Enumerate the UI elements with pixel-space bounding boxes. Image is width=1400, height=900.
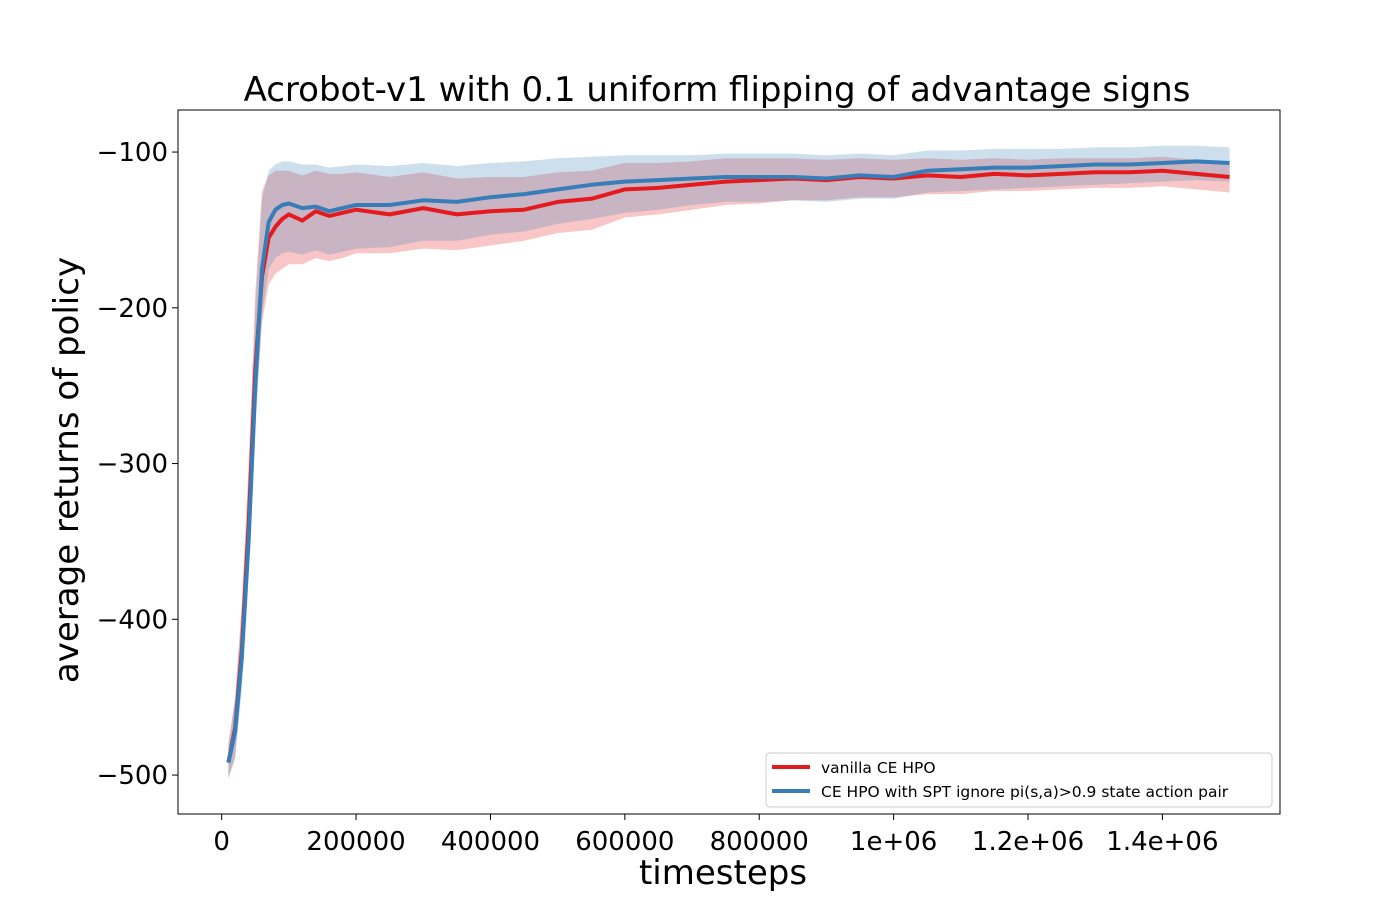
y-tick-label: −500 xyxy=(97,761,168,791)
x-tick-label: 200000 xyxy=(306,827,405,857)
x-tick-label: 1e+06 xyxy=(850,827,937,857)
confidence-band-1 xyxy=(228,145,1230,779)
y-tick-label: −300 xyxy=(97,450,168,480)
x-axis-label: timesteps xyxy=(639,853,807,893)
x-tick-label: 800000 xyxy=(710,827,809,857)
series-line-1 xyxy=(226,159,1230,764)
chart-title: Acrobot-v1 with 0.1 uniform flipping of … xyxy=(244,70,1191,110)
plot-area-frame xyxy=(177,109,1281,815)
legend-label-spt: CE HPO with SPT ignore pi(s,a)>0.9 state… xyxy=(821,783,1229,801)
confidence-band-0 xyxy=(228,156,1230,779)
series-line-0 xyxy=(226,168,1230,763)
x-axis-ticks: 0 200000 400000 600000 800000 1e+06 1.2e+06 1.4… xyxy=(213,814,1219,857)
y-axis-ticks: −100 −200 −300 −400 −500 xyxy=(97,138,178,791)
confidence-bands xyxy=(228,145,1230,779)
legend-label-vanilla: vanilla CE HPO xyxy=(821,759,936,777)
x-tick-label: 400000 xyxy=(441,827,540,857)
y-tick-label: −100 xyxy=(97,138,168,168)
x-tick-label: 1.2e+06 xyxy=(972,827,1084,857)
x-tick-label: 600000 xyxy=(575,827,674,857)
x-tick-label: 0 xyxy=(213,827,230,857)
y-tick-label: −400 xyxy=(97,605,168,635)
series-lines xyxy=(226,159,1230,764)
legend: vanilla CE HPO CE HPO with SPT ignore pi… xyxy=(765,752,1273,808)
x-tick-label: 1.4e+06 xyxy=(1106,827,1218,857)
legend-box xyxy=(765,752,1273,808)
y-axis-label: average returns of policy xyxy=(47,257,87,683)
y-tick-label: −200 xyxy=(97,294,168,324)
